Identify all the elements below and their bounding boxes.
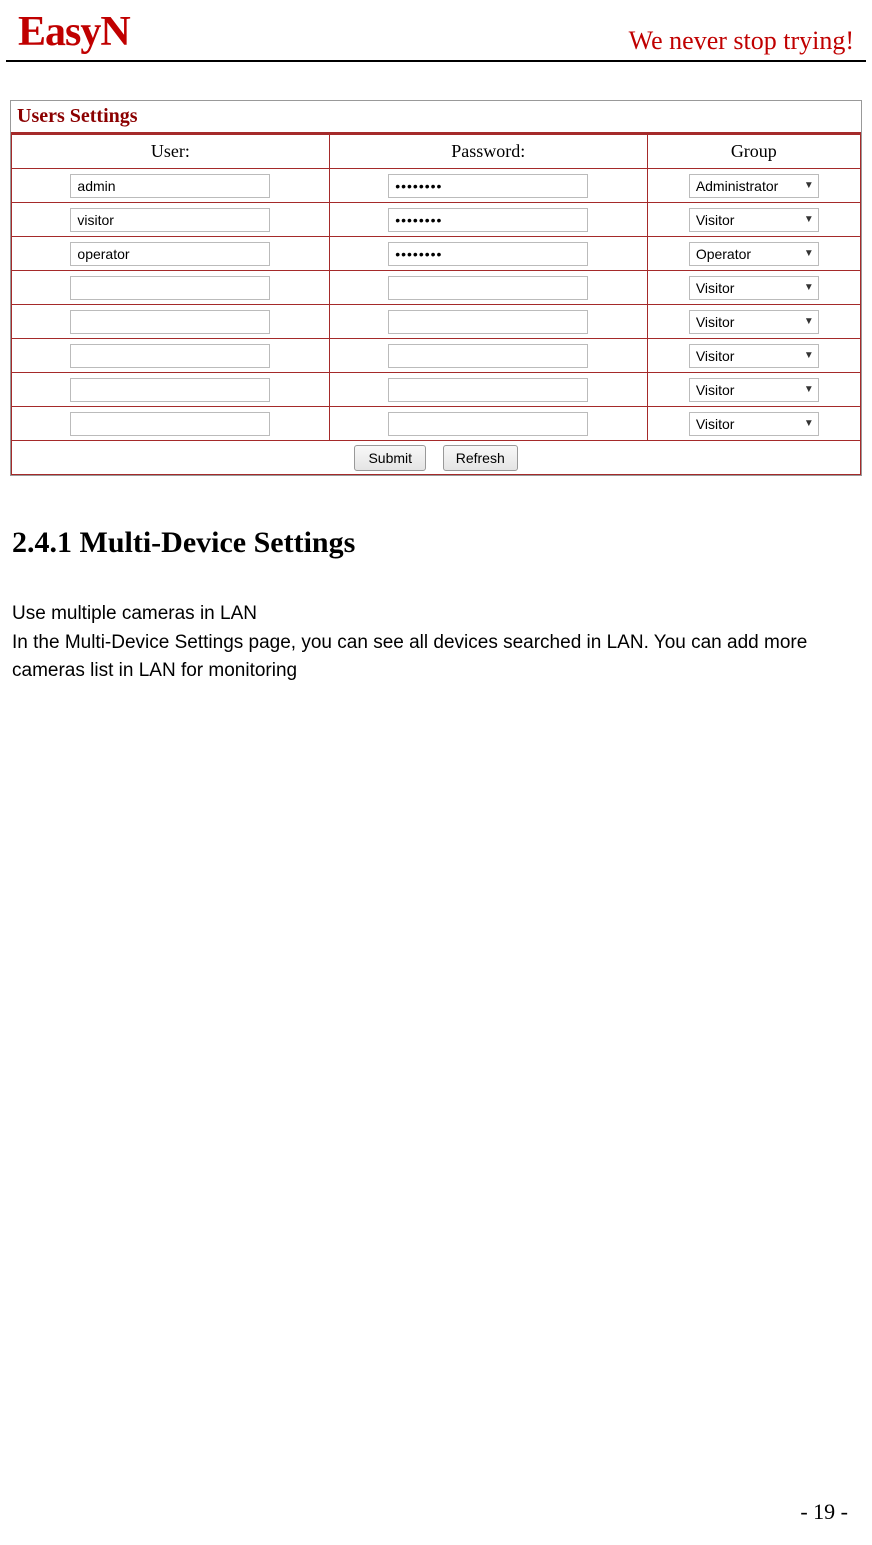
chevron-down-icon: ▼ [804, 316, 814, 327]
group-select-value: Visitor [696, 212, 735, 228]
brand-slogan: We never stop trying! [629, 26, 854, 56]
group-select[interactable]: Visitor ▼ [689, 344, 819, 368]
group-select[interactable]: Visitor ▼ [689, 310, 819, 334]
table-row: Visitor ▼ [12, 203, 861, 237]
table-row: Visitor ▼ [12, 271, 861, 305]
password-input[interactable] [388, 276, 588, 300]
chevron-down-icon: ▼ [804, 282, 814, 293]
user-input[interactable] [70, 276, 270, 300]
group-select[interactable]: Visitor ▼ [689, 412, 819, 436]
body-paragraph-1: Use multiple cameras in LAN [12, 600, 860, 629]
password-input[interactable] [388, 242, 588, 266]
group-select-value: Operator [696, 246, 751, 262]
user-input[interactable] [70, 412, 270, 436]
table-row: Visitor ▼ [12, 407, 861, 441]
user-input[interactable] [70, 378, 270, 402]
chevron-down-icon: ▼ [804, 214, 814, 225]
group-select[interactable]: Visitor ▼ [689, 378, 819, 402]
chevron-down-icon: ▼ [804, 384, 814, 395]
user-input[interactable] [70, 208, 270, 232]
group-select-value: Visitor [696, 280, 735, 296]
brand-logo: EasyN [18, 8, 130, 56]
password-input[interactable] [388, 310, 588, 334]
table-row: Visitor ▼ [12, 339, 861, 373]
section-heading: 2.4.1 Multi-Device Settings [12, 526, 860, 560]
group-select-value: Visitor [696, 348, 735, 364]
user-input[interactable] [70, 242, 270, 266]
panel-title: Users Settings [11, 101, 861, 134]
table-row: Operator ▼ [12, 237, 861, 271]
user-input[interactable] [70, 344, 270, 368]
group-select[interactable]: Operator ▼ [689, 242, 819, 266]
group-select[interactable]: Visitor ▼ [689, 208, 819, 232]
users-settings-panel: Users Settings User: Password: Group Adm… [10, 100, 862, 476]
chevron-down-icon: ▼ [804, 180, 814, 191]
body-paragraph-2: In the Multi-Device Settings page, you c… [12, 629, 860, 686]
button-row: Submit Refresh [12, 441, 861, 475]
group-select[interactable]: Administrator ▼ [689, 174, 819, 198]
table-header-row: User: Password: Group [12, 135, 861, 169]
password-input[interactable] [388, 208, 588, 232]
chevron-down-icon: ▼ [804, 350, 814, 361]
user-input[interactable] [70, 310, 270, 334]
table-row: Visitor ▼ [12, 373, 861, 407]
page-header: EasyN We never stop trying! [6, 0, 866, 62]
password-input[interactable] [388, 378, 588, 402]
group-select-value: Administrator [696, 178, 778, 194]
table-row: Visitor ▼ [12, 305, 861, 339]
password-input[interactable] [388, 412, 588, 436]
page-number: - 19 - [800, 1499, 848, 1525]
chevron-down-icon: ▼ [804, 248, 814, 259]
users-table: User: Password: Group Administrator ▼ Vi… [11, 134, 861, 475]
chevron-down-icon: ▼ [804, 418, 814, 429]
submit-button[interactable]: Submit [354, 445, 426, 471]
table-row: Administrator ▼ [12, 169, 861, 203]
col-group: Group [647, 135, 860, 169]
group-select-value: Visitor [696, 382, 735, 398]
group-select-value: Visitor [696, 314, 735, 330]
col-password: Password: [329, 135, 647, 169]
password-input[interactable] [388, 344, 588, 368]
col-user: User: [12, 135, 330, 169]
group-select[interactable]: Visitor ▼ [689, 276, 819, 300]
password-input[interactable] [388, 174, 588, 198]
group-select-value: Visitor [696, 416, 735, 432]
refresh-button[interactable]: Refresh [443, 445, 518, 471]
user-input[interactable] [70, 174, 270, 198]
